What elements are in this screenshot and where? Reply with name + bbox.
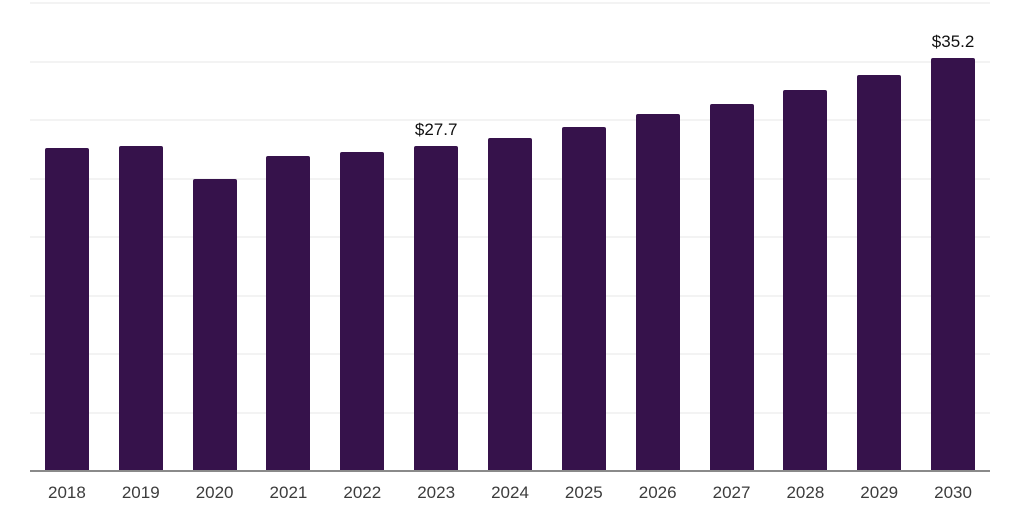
gridline-30	[30, 119, 990, 121]
x-label-2019: 2019	[121, 483, 160, 502]
bar-2030[interactable]	[931, 58, 976, 470]
x-label-2022: 2022	[343, 483, 382, 502]
x-axis-line	[30, 470, 990, 472]
x-label-2021: 2021	[269, 483, 308, 502]
bar-2021[interactable]	[266, 156, 311, 470]
bar-2019[interactable]	[118, 145, 163, 470]
x-axis-labels: 2018 2019 2020 2021 2022 2023 2024 2025 2026 2027…	[30, 480, 990, 506]
bar-2022[interactable]	[340, 151, 385, 470]
gridline-40	[30, 2, 990, 4]
bar-2024[interactable]	[488, 137, 532, 470]
x-label-2028: 2028	[786, 483, 825, 502]
x-label-2018: 2018	[48, 483, 86, 502]
x-label-2025: 2025	[564, 483, 603, 502]
x-label-2023: 2023	[417, 483, 456, 502]
bar-2028[interactable]	[783, 89, 828, 470]
x-label-2030: 2030	[934, 483, 972, 502]
bar-2025[interactable]	[561, 127, 606, 470]
bar-2026[interactable]	[635, 114, 680, 470]
bar-2023[interactable]	[414, 145, 459, 470]
x-label-2024: 2024	[491, 483, 529, 502]
data-label-2030: $35.2	[931, 32, 975, 52]
plot-area: $27.7 $35.2	[30, 2, 990, 470]
data-label-2023: $27.7	[414, 119, 458, 139]
bar-2020[interactable]	[192, 178, 237, 470]
x-label-2029: 2029	[860, 483, 899, 502]
x-label-2020: 2020	[195, 483, 234, 502]
x-label-2026: 2026	[638, 483, 677, 502]
gridline-35	[30, 60, 990, 63]
bar-2029[interactable]	[857, 74, 902, 470]
bar-2027[interactable]	[709, 103, 754, 470]
bar-2018[interactable]	[44, 148, 89, 470]
x-label-2027: 2027	[712, 483, 751, 502]
